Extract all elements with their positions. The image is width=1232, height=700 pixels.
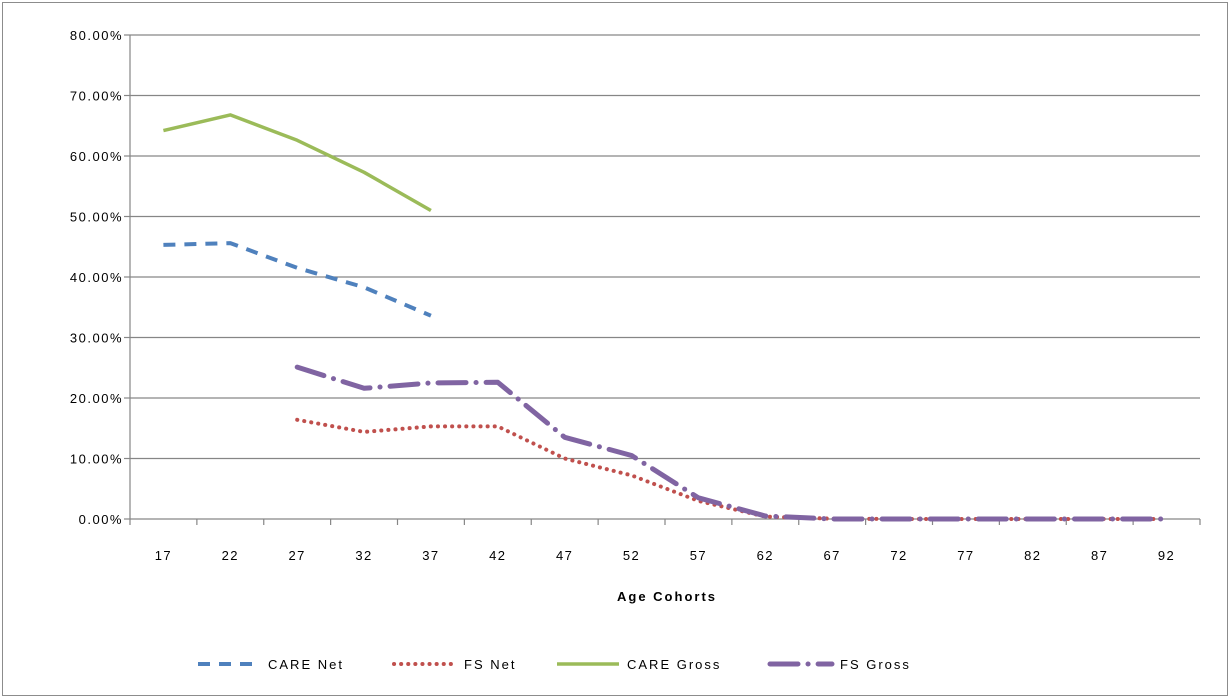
x-tick-label: 82 <box>1024 548 1041 563</box>
gridlines <box>130 34 1200 460</box>
x-tick-label: 32 <box>355 548 372 563</box>
y-tick-label: 0.00% <box>79 512 123 527</box>
series-line-fs-gross <box>294 364 1170 522</box>
legend-label: CARE Gross <box>627 657 721 672</box>
legend: CARE Net FS Net CARE Gross FS Gross <box>198 657 911 672</box>
x-tick-label: 42 <box>489 548 506 563</box>
y-tick-label: 80.00% <box>70 28 123 43</box>
series-lines <box>163 113 1170 522</box>
y-tick-label: 40.00% <box>70 270 123 285</box>
x-tick-label: 27 <box>288 548 305 563</box>
series-line-care-net <box>163 241 432 318</box>
x-tick-label: 22 <box>222 548 239 563</box>
legend-label: FS Gross <box>840 657 911 672</box>
y-tick-label: 20.00% <box>70 391 123 406</box>
series-line-fs-net <box>295 417 1169 521</box>
x-tick-label: 52 <box>623 548 640 563</box>
y-tick-label: 70.00% <box>70 89 123 104</box>
x-tick-label: 77 <box>957 548 974 563</box>
x-tick-label: 67 <box>823 548 840 563</box>
axes: 0.00% 10.00% 20.00% 30.00% 40.00% 50.00% 60.00… <box>70 28 1201 563</box>
x-tick-label: 47 <box>556 548 573 563</box>
x-axis-title: Age Cohorts <box>617 589 717 604</box>
legend-label: CARE Net <box>268 657 344 672</box>
x-tick-label: 57 <box>690 548 707 563</box>
y-tick-label: 60.00% <box>70 149 123 164</box>
x-tick-label: 87 <box>1091 548 1108 563</box>
x-tick-label: 17 <box>155 548 172 563</box>
legend-label: FS Net <box>464 657 516 672</box>
y-tick-label: 50.00% <box>70 210 123 225</box>
x-tick-label: 72 <box>890 548 907 563</box>
x-tick-label: 37 <box>422 548 439 563</box>
x-tick-label: 92 <box>1158 548 1175 563</box>
x-tick-label: 62 <box>757 548 774 563</box>
series-line-care-gross <box>163 113 432 213</box>
y-tick-label: 30.00% <box>70 331 123 346</box>
y-tick-label: 10.00% <box>70 452 123 467</box>
